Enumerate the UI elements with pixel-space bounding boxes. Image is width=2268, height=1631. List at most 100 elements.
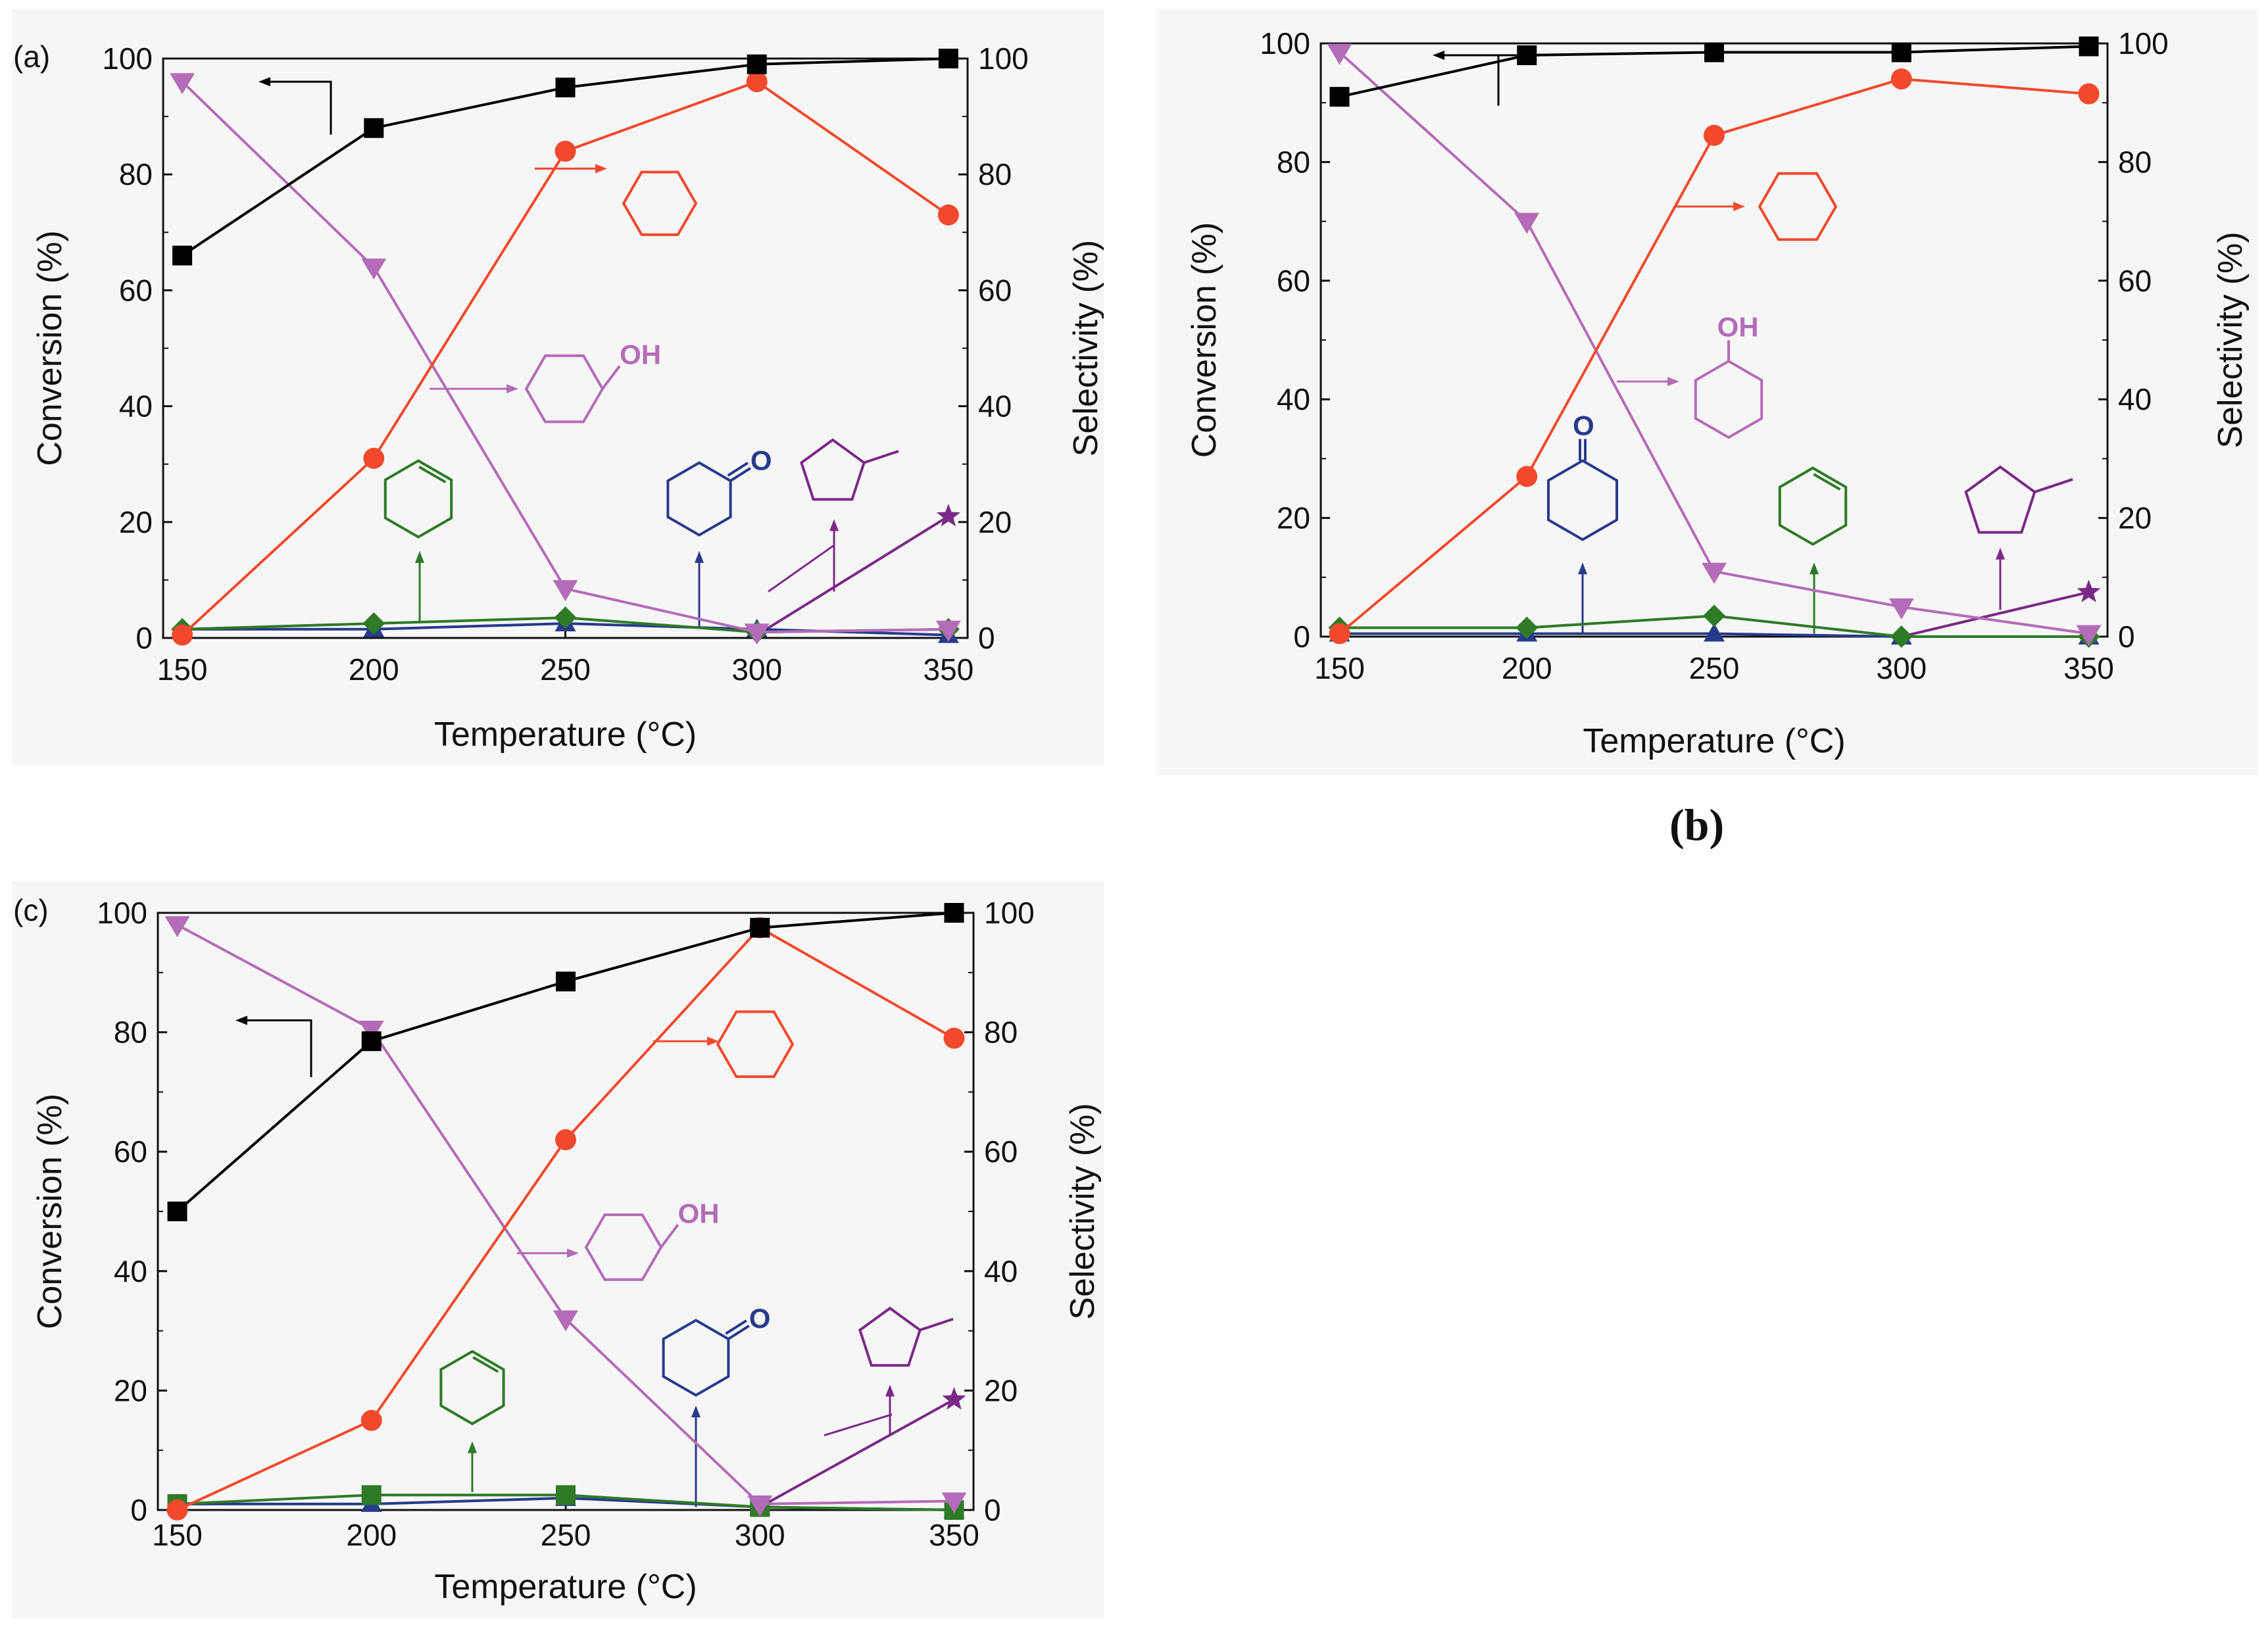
cyclohexanone-ring <box>666 461 732 537</box>
arrow-head <box>567 1248 579 1258</box>
cyclopentane-ring <box>800 438 866 501</box>
cyclohexanol-point <box>1514 212 1540 234</box>
arrow-head <box>415 550 424 563</box>
y-left-tick-label: 60 <box>1277 264 1310 298</box>
methyl-bond <box>863 450 899 464</box>
cyclohexene-ring <box>383 459 453 539</box>
oxygen-label: O <box>1573 410 1594 441</box>
arrow-head <box>885 1384 895 1397</box>
x-tick-label: 200 <box>346 1518 397 1552</box>
double-bond <box>418 466 447 483</box>
cyclohexanol-structure: OH <box>1694 312 1763 439</box>
hydroxyl-bond <box>601 365 621 390</box>
carbonyl-bond-2 <box>725 1319 747 1335</box>
series-conversion <box>172 49 958 266</box>
cyclohexanone-ring <box>1547 459 1618 541</box>
cyclohexane-arrow <box>535 164 607 174</box>
methylcyclopentane-arrow <box>885 1384 895 1436</box>
cyclopentane-ring <box>858 1306 922 1367</box>
x-tick-label: 200 <box>1502 651 1552 685</box>
y-left-tick-label: 0 <box>1293 620 1310 654</box>
cyclohexanone-ring <box>662 1319 730 1397</box>
cyclohexene-point <box>1703 604 1725 627</box>
arrow-head <box>695 550 704 563</box>
methylcyclopentane-structure <box>858 1306 954 1367</box>
series-methylcyclopentane <box>759 1387 966 1509</box>
x-tick-label: 150 <box>157 652 208 687</box>
cyclohexane-ring <box>716 1010 795 1079</box>
cyclohexene-point <box>554 606 577 629</box>
series-cyclohexanol <box>164 916 967 1517</box>
methylcyclopentane-line <box>759 1398 955 1509</box>
chart-panel-c: 150 200 250 300 350 0 0 20 20 40 40 60 60 80 80 100 100 T… <box>12 881 1104 1618</box>
cyclohexanol-point <box>361 258 387 280</box>
x-tick-label: 150 <box>152 1518 203 1552</box>
cyclohexene-structure <box>383 459 453 539</box>
methylcyclopentane-arrow <box>829 519 839 592</box>
conversion-point <box>361 1031 382 1052</box>
y-right-tick-label: 60 <box>2118 264 2152 298</box>
y-left-tick-label: 40 <box>114 1254 147 1288</box>
series-cyclohexane <box>166 917 965 1521</box>
series-cyclohexanol <box>170 73 961 645</box>
cyclohexanol-point <box>935 620 961 642</box>
x-tick-label: 350 <box>929 1518 979 1552</box>
arrow-head <box>506 384 518 394</box>
y-right-tick-label: 0 <box>2118 620 2135 654</box>
cyclohexene-arrow <box>468 1441 477 1492</box>
cyclohexane-arrow <box>653 1036 719 1046</box>
cyclohexanol-point <box>1702 562 1727 584</box>
x-axis-title: Temperature (°C) <box>1583 722 1845 760</box>
y-left-tick-label: 100 <box>97 896 147 930</box>
y-right-axis-title: Selectivity (%) <box>1064 1103 1102 1319</box>
cyclohexanol-point <box>164 916 190 938</box>
y-right-tick-label: 20 <box>978 505 1012 539</box>
hydroxyl-bond <box>660 1224 679 1248</box>
y-right-tick-label: 80 <box>984 1015 1018 1050</box>
arrow-head <box>1733 202 1745 212</box>
cyclohexanol-point <box>1327 43 1352 65</box>
arrow-head <box>1996 547 2005 560</box>
x-tick-label: 300 <box>735 1518 785 1552</box>
plot-frame <box>157 912 975 1511</box>
arrow-head <box>468 1441 477 1453</box>
cyclohexanol-arrow <box>430 384 518 394</box>
cyclohexane-point <box>1704 124 1725 146</box>
conversion-point <box>938 49 958 68</box>
y-left-tick-label: 0 <box>136 621 153 655</box>
cyclohexene-point <box>556 1485 576 1505</box>
methyl-bond <box>2034 477 2073 493</box>
cyclohexanol-line <box>176 923 954 1505</box>
y-left-tick-label: 100 <box>1260 26 1310 61</box>
cyclohexanol-point <box>358 1021 384 1042</box>
conversion-point <box>1891 42 1911 62</box>
cyclohexane-point <box>746 71 768 93</box>
double-bond <box>472 1356 499 1373</box>
carbonyl-bond-2 <box>727 462 749 477</box>
y-left-tick-label: 100 <box>102 41 153 76</box>
cyclohexanone-arrow <box>695 550 704 627</box>
series-cyclohexane <box>1329 68 2100 645</box>
cyclohexene-point <box>1516 616 1539 639</box>
y-right-axis-title: Selectivity (%) <box>1067 240 1104 456</box>
methylcyclopentane-line <box>1901 591 2089 638</box>
y-right-tick-label: 100 <box>984 896 1035 930</box>
conversion-point <box>1329 87 1350 107</box>
cyclohexene-ring <box>439 1350 505 1426</box>
cyclohexene-point <box>361 1485 382 1505</box>
arrow-head <box>1810 562 1819 575</box>
cyclopentane-ring <box>1964 465 2036 534</box>
arrow-head <box>691 1405 701 1418</box>
conversion-point <box>1704 42 1724 62</box>
cyclohexane-point <box>363 447 385 469</box>
x-axis-title: Temperature (°C) <box>434 1568 697 1606</box>
conversion-line <box>176 912 954 1213</box>
cyclohexanol-point <box>1888 598 1914 620</box>
y-right-tick-label: 80 <box>978 157 1012 191</box>
y-left-tick-label: 20 <box>114 1373 147 1407</box>
cyclohexene-structure <box>439 1350 505 1426</box>
conversion-axis-arrow <box>235 1015 312 1077</box>
x-tick-label: 300 <box>731 652 782 687</box>
